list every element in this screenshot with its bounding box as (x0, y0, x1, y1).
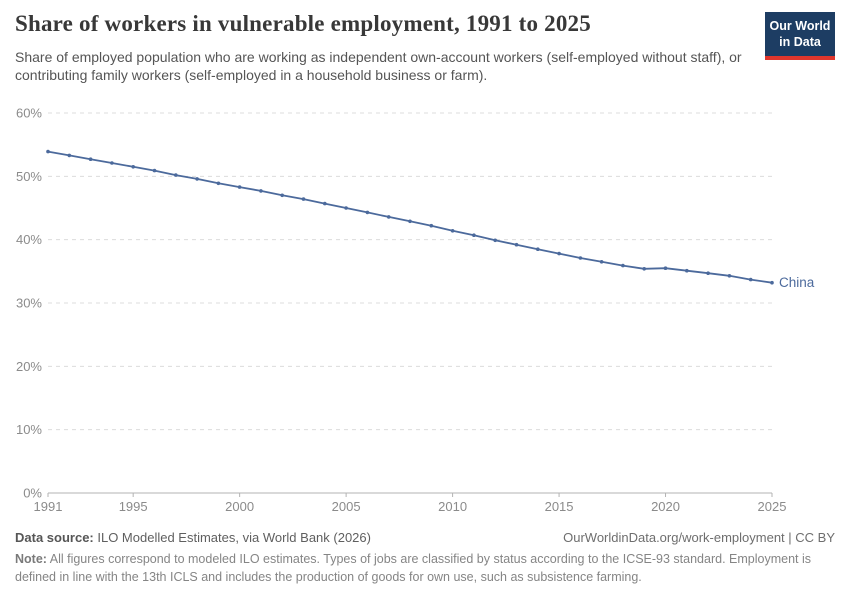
data-source-text: ILO Modelled Estimates, via World Bank (… (93, 530, 371, 545)
page-title: Share of workers in vulnerable employmen… (15, 11, 591, 36)
owid-logo: Our World in Data (765, 12, 835, 61)
data-point (685, 268, 689, 273)
data-source: Data source: ILO Modelled Estimates, via… (15, 530, 371, 545)
data-point (344, 206, 348, 210)
data-point (599, 260, 604, 264)
x-tick-label: 2000 (225, 499, 254, 514)
owid-logo-line1: Our World (769, 19, 831, 33)
attribution: OurWorldinData.org/work-employment | CC … (563, 530, 835, 545)
x-tick-label: 2015 (545, 499, 574, 514)
data-point (67, 153, 72, 158)
data-point (770, 280, 774, 285)
data-point (110, 161, 114, 165)
data-point (131, 165, 135, 169)
data-point (386, 215, 391, 219)
data-point (323, 201, 327, 206)
data-point (365, 210, 370, 215)
data-point (706, 271, 710, 276)
owid-logo-red-bar (765, 56, 835, 61)
data-point (280, 193, 285, 198)
series-line-china (47, 150, 773, 284)
data-source-label: Data source: (15, 530, 94, 545)
data-point (748, 277, 753, 282)
y-tick-label: 20% (16, 359, 42, 374)
x-tick-label: 1995 (119, 499, 148, 514)
owid-logo-box: Our World in Data (765, 12, 835, 57)
data-point (472, 233, 476, 237)
data-point (621, 263, 625, 268)
data-point (408, 219, 412, 224)
x-tick-label: 2005 (332, 499, 361, 514)
data-point (88, 157, 93, 161)
y-tick-label: 40% (16, 232, 42, 247)
x-tick-label: 2025 (758, 499, 787, 514)
footer-source-row: Data source: ILO Modelled Estimates, via… (15, 530, 835, 545)
x-tick-label: 2010 (438, 499, 467, 514)
y-tick-label: 0% (23, 486, 42, 501)
note-text: All figures correspond to modeled ILO es… (15, 552, 811, 584)
data-point (727, 274, 732, 278)
data-point (195, 177, 199, 181)
data-point (152, 168, 157, 173)
note-label: Note: (15, 552, 47, 566)
data-point (493, 238, 498, 243)
data-point (46, 149, 50, 154)
y-tick-label: 10% (16, 422, 42, 437)
data-point (557, 251, 561, 256)
data-point (450, 229, 455, 233)
data-point (237, 185, 242, 189)
chart-subtitle: Share of employed population who are wor… (15, 48, 742, 84)
owid-logo-line2: in Data (779, 34, 821, 49)
data-point (429, 223, 434, 228)
data-point (663, 266, 668, 271)
entity-label: China (779, 275, 815, 290)
data-point (259, 189, 263, 193)
data-point (578, 256, 583, 260)
data-point (216, 181, 221, 186)
x-tick-label: 2020 (651, 499, 680, 514)
y-tick-label: 60% (16, 106, 42, 121)
chart-footer: Data source: ILO Modelled Estimates, via… (15, 530, 835, 586)
data-point (514, 242, 519, 247)
y-tick-label: 30% (16, 296, 42, 311)
data-point (642, 267, 646, 271)
x-tick-label: 1991 (34, 499, 63, 514)
chart-header: Share of workers in vulnerable employmen… (15, 10, 835, 85)
footer-note: Note: All figures correspond to modeled … (15, 551, 835, 586)
data-point (174, 173, 178, 177)
data-point (301, 197, 306, 201)
data-point (536, 247, 540, 251)
y-tick-label: 50% (16, 169, 42, 184)
